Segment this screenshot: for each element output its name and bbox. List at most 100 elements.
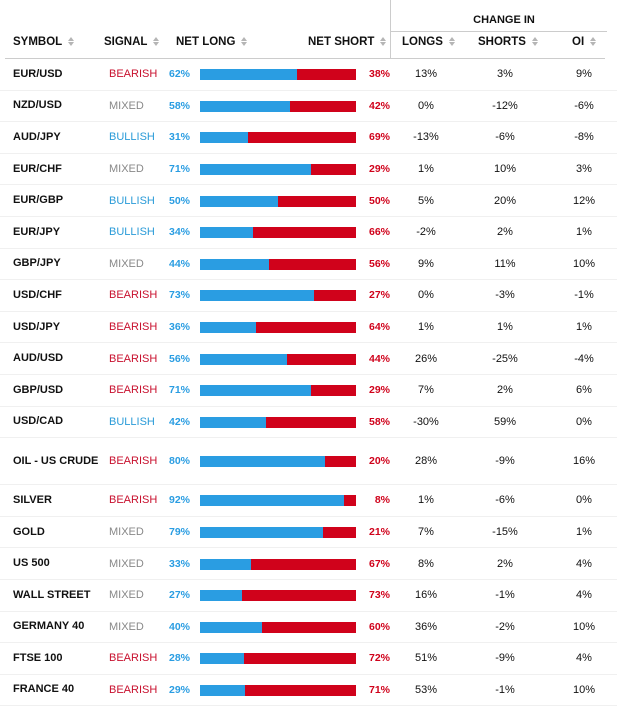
- symbol-link[interactable]: US 500: [13, 557, 50, 570]
- signal-column-header[interactable]: SIGNAL: [104, 36, 160, 48]
- change-oi-value: 12%: [572, 194, 596, 207]
- signal-label: BEARISH: [109, 384, 158, 397]
- symbol-link[interactable]: AUD/USD: [13, 352, 64, 365]
- net-long-bar-fill: [200, 100, 291, 112]
- table-row[interactable]: USD/CHF BEARISH 73% 27% 0% -3% -1%: [0, 280, 617, 312]
- change-longs-value: 1%: [418, 494, 434, 507]
- symbol-link[interactable]: GOLD: [13, 525, 45, 538]
- table-row[interactable]: EUR/GBP BULLISH 50% 50% 5% 20% 12%: [0, 185, 617, 217]
- net-short-value: 72%: [368, 652, 390, 665]
- table-row[interactable]: EUR/JPY BULLISH 34% 66% -2% 2% 1%: [0, 217, 617, 249]
- change-oi-value: 9%: [576, 68, 592, 81]
- net-long-bar-fill: [200, 456, 325, 468]
- table-row[interactable]: EUR/USD BEARISH 62% 38% 13% 3% 9%: [0, 59, 617, 91]
- signal-label: MIXED: [109, 257, 144, 270]
- net-long-value: 27%: [169, 589, 191, 602]
- table-row[interactable]: GBP/USD BEARISH 71% 29% 7% 2% 6%: [0, 375, 617, 407]
- table-body: EUR/USD BEARISH 62% 38% 13% 3% 9% NZD/USD MIXED 5…: [0, 59, 617, 706]
- symbol-link[interactable]: USD/CAD: [13, 415, 64, 428]
- change-longs-value: -2%: [416, 226, 436, 239]
- sentiment-bar: [200, 258, 356, 270]
- symbol-link[interactable]: OIL - US CRUDE: [13, 454, 99, 467]
- change-shorts-value: 3%: [497, 68, 513, 81]
- signal-label: BEARISH: [109, 321, 158, 334]
- sentiment-bar: [200, 590, 356, 602]
- net-long-value: 80%: [169, 455, 191, 468]
- symbol-link[interactable]: AUD/JPY: [13, 130, 61, 143]
- sentiment-bar: [200, 527, 356, 539]
- sentiment-bar: [200, 69, 356, 81]
- symbol-link[interactable]: SILVER: [13, 493, 52, 506]
- change-shorts-value: 2%: [497, 384, 513, 397]
- table-row[interactable]: GBP/JPY MIXED 44% 56% 9% 11% 10%: [0, 249, 617, 281]
- change-longs-value: -13%: [413, 131, 439, 144]
- table-row[interactable]: EUR/CHF MIXED 71% 29% 1% 10% 3%: [0, 154, 617, 186]
- table-row[interactable]: US 500 MIXED 33% 67% 8% 2% 4%: [0, 548, 617, 580]
- symbol-link[interactable]: EUR/USD: [13, 67, 63, 80]
- net-long-bar-fill: [200, 195, 278, 207]
- table-row[interactable]: OIL - US CRUDE BEARISH 80% 20% 28% -9% 16%: [0, 438, 617, 486]
- table-row[interactable]: FTSE 100 BEARISH 28% 72% 51% -9% 4%: [0, 643, 617, 675]
- net-long-value: 42%: [169, 415, 191, 428]
- symbol-link[interactable]: FTSE 100: [13, 651, 63, 664]
- table-row[interactable]: NZD/USD MIXED 58% 42% 0% -12% -6%: [0, 91, 617, 123]
- net-long-column-header[interactable]: NET LONG: [176, 36, 248, 48]
- symbol-link[interactable]: EUR/GBP: [13, 194, 64, 207]
- symbol-link[interactable]: GBP/JPY: [13, 257, 61, 270]
- change-oi-value: 0%: [576, 415, 592, 428]
- net-short-header-label: NET SHORT: [308, 36, 375, 48]
- net-short-value: 27%: [368, 289, 390, 302]
- change-oi-value: 1%: [576, 226, 592, 239]
- net-long-bar-fill: [200, 495, 344, 507]
- change-shorts-value: -25%: [492, 352, 518, 365]
- table-row[interactable]: WALL STREET MIXED 27% 73% 16% -1% 4%: [0, 580, 617, 612]
- symbol-link[interactable]: WALL STREET: [13, 588, 91, 601]
- symbol-link[interactable]: GBP/USD: [13, 383, 64, 396]
- table-row[interactable]: USD/JPY BEARISH 36% 64% 1% 1% 1%: [0, 312, 617, 344]
- change-longs-value: 13%: [414, 68, 438, 81]
- net-long-bar-fill: [200, 258, 269, 270]
- table-row[interactable]: FRANCE 40 BEARISH 29% 71% 53% -1% 10%: [0, 675, 617, 706]
- longs-column-header[interactable]: LONGS: [402, 36, 455, 48]
- net-long-value: 58%: [169, 99, 191, 112]
- symbol-link[interactable]: USD/JPY: [13, 320, 61, 333]
- change-longs-value: 5%: [418, 194, 434, 207]
- change-shorts-value: 10%: [493, 163, 517, 176]
- symbol-column-header[interactable]: SYMBOL: [13, 36, 75, 48]
- table-row[interactable]: GERMANY 40 MIXED 40% 60% 36% -2% 10%: [0, 612, 617, 644]
- table-row[interactable]: AUD/USD BEARISH 56% 44% 26% -25% -4%: [0, 343, 617, 375]
- net-long-value: 56%: [169, 352, 191, 365]
- net-long-value: 71%: [169, 384, 191, 397]
- change-shorts-value: 11%: [494, 257, 516, 270]
- sentiment-bar: [200, 495, 356, 507]
- net-short-column-header[interactable]: NET SHORT: [308, 36, 387, 48]
- net-long-bar-fill: [200, 132, 249, 144]
- signal-label: BEARISH: [109, 352, 158, 365]
- signal-label: BEARISH: [109, 494, 158, 507]
- change-shorts-value: -15%: [492, 526, 518, 539]
- net-short-value: 29%: [368, 163, 390, 176]
- change-oi-value: 4%: [576, 589, 592, 602]
- net-long-value: 50%: [169, 194, 191, 207]
- net-short-value: 60%: [368, 620, 390, 633]
- symbol-link[interactable]: EUR/JPY: [13, 225, 61, 238]
- change-longs-value: 8%: [418, 557, 434, 570]
- sort-icon: [531, 37, 538, 47]
- table-row[interactable]: USD/CAD BULLISH 42% 58% -30% 59% 0%: [0, 407, 617, 439]
- net-long-value: 92%: [169, 494, 191, 507]
- change-oi-value: 1%: [576, 321, 592, 334]
- change-longs-value: 9%: [418, 257, 434, 270]
- symbol-link[interactable]: EUR/CHF: [13, 162, 62, 175]
- net-short-value: 69%: [368, 131, 390, 144]
- symbol-link[interactable]: NZD/USD: [13, 99, 62, 112]
- oi-column-header[interactable]: OI: [572, 36, 597, 48]
- sort-icon: [153, 37, 160, 47]
- table-row[interactable]: SILVER BEARISH 92% 8% 1% -6% 0%: [0, 485, 617, 517]
- table-row[interactable]: GOLD MIXED 79% 21% 7% -15% 1%: [0, 517, 617, 549]
- shorts-column-header[interactable]: SHORTS: [478, 36, 538, 48]
- symbol-link[interactable]: USD/CHF: [13, 288, 62, 301]
- symbol-link[interactable]: GERMANY 40: [13, 620, 85, 633]
- sentiment-bar: [200, 132, 356, 144]
- table-row[interactable]: AUD/JPY BULLISH 31% 69% -13% -6% -8%: [0, 122, 617, 154]
